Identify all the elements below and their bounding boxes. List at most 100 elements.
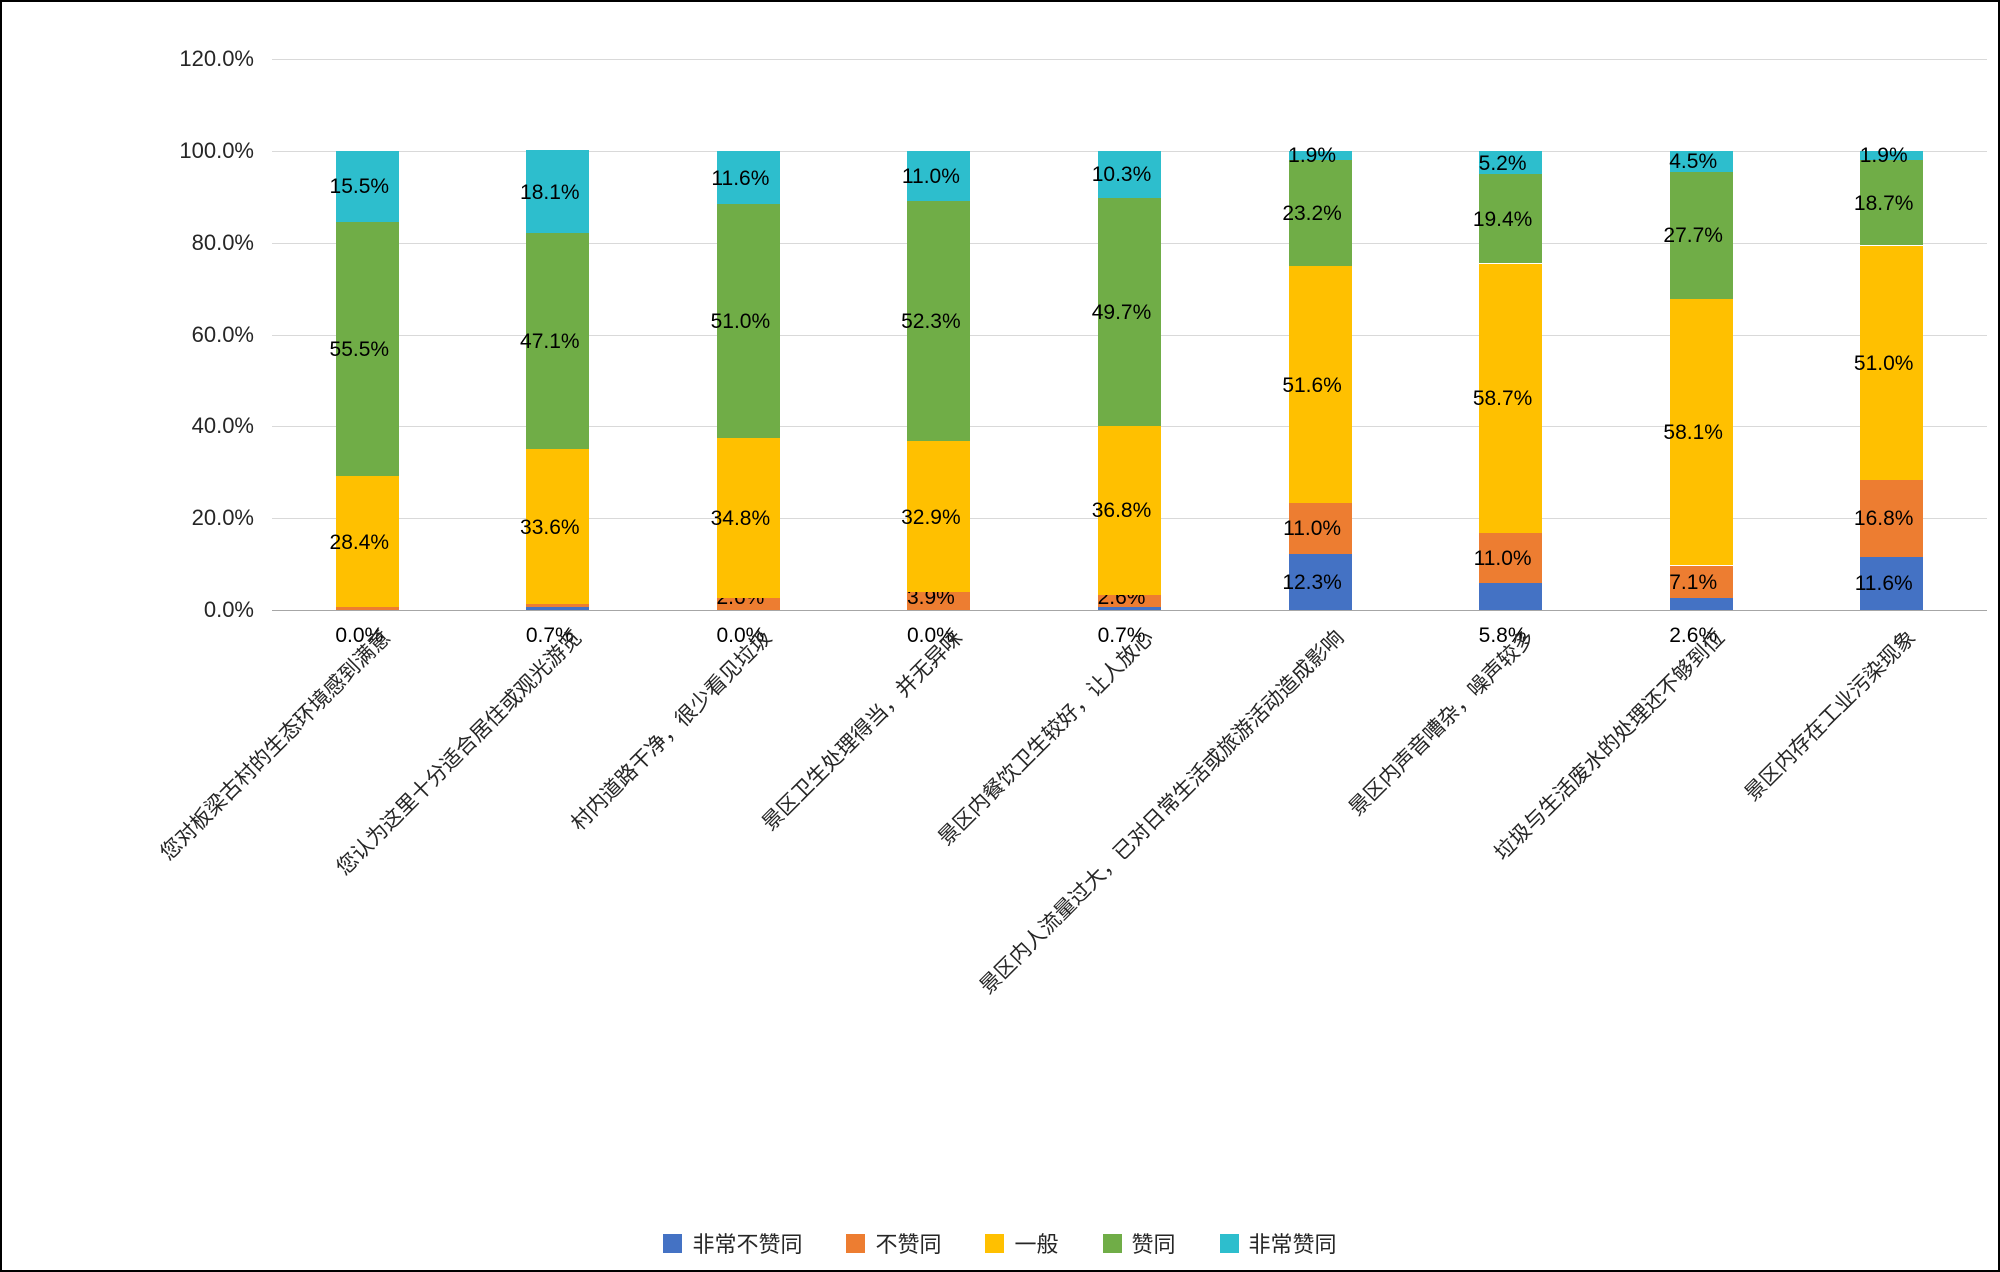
data-label: 0.7% [1097, 624, 1146, 647]
data-label: 11.6% [1854, 572, 1913, 596]
y-axis-label: 120.0% [179, 46, 254, 72]
legend: 非常不赞同 不赞同 一般 赞同 非常赞同 [2, 1227, 1998, 1259]
data-label: 27.7% [1663, 224, 1723, 248]
category-label: 您对板梁古村的生态环境感到满意 [156, 626, 396, 866]
bar-segment [1860, 245, 1924, 480]
data-label: 7.1% [1669, 570, 1718, 594]
data-label: 4.5% [1669, 150, 1718, 174]
bar-segment [1288, 503, 1352, 554]
bar-segment [907, 592, 971, 610]
legend-item-3: 一般 [985, 1227, 1059, 1259]
data-label: 10.3% [1091, 163, 1152, 187]
data-label: 15.5% [329, 175, 390, 199]
data-label: 52.3% [901, 310, 961, 334]
data-label: 51.6% [1282, 373, 1342, 397]
category-label: 景区卫生处理得当，并无异味 [757, 626, 968, 836]
legend-label: 非常赞同 [1248, 1232, 1337, 1257]
data-label: 19.4% [1472, 207, 1533, 231]
y-axis-label: 100.0% [179, 138, 254, 163]
bar-segment [1669, 298, 1733, 566]
bar-segment [907, 441, 971, 593]
legend-label: 不赞同 [875, 1232, 942, 1257]
y-axis-label: 20.0% [191, 505, 254, 531]
bar-segment [1860, 556, 1924, 610]
data-label: 58.7% [1472, 387, 1533, 411]
bar-segment [907, 150, 971, 201]
data-label: 0.7% [525, 624, 574, 647]
data-label: 11.6% [711, 166, 770, 190]
legend-item-1: 非常不赞同 [663, 1227, 802, 1259]
bar-segment [716, 151, 780, 205]
data-label: 18.1% [520, 180, 580, 204]
bar-segment [1479, 150, 1543, 175]
y-axis-label: 80.0% [191, 229, 254, 255]
bar-segment [1098, 197, 1161, 426]
data-label: 1.9% [1288, 144, 1337, 168]
bar-segment [1288, 159, 1352, 267]
data-label: 0.0% [335, 624, 384, 647]
legend-swatch-icon [846, 1233, 866, 1253]
bar-segment [526, 150, 590, 234]
bar-segment [526, 449, 590, 604]
data-label: 0.0% [716, 624, 765, 647]
bar-segment [1479, 263, 1543, 533]
bar-segment [526, 603, 590, 607]
data-label: 12.3% [1282, 570, 1342, 594]
bar-segment [716, 598, 780, 610]
legend-swatch-icon [1102, 1233, 1122, 1253]
bar-segment [1098, 594, 1161, 607]
data-label: 33.6% [520, 515, 580, 539]
data-label: 28.4% [329, 530, 390, 554]
data-label: 11.0% [1473, 547, 1532, 571]
bar-segment [335, 606, 399, 610]
data-label: 47.1% [520, 330, 580, 354]
data-label: 1.9% [1859, 144, 1908, 168]
legend-item-2: 不赞同 [846, 1227, 941, 1259]
bar-segment [1288, 553, 1352, 610]
y-axis-label: 60.0% [191, 321, 254, 347]
data-label: 36.8% [1091, 499, 1152, 523]
data-label: 49.7% [1091, 300, 1152, 324]
legend-item-4: 赞同 [1102, 1227, 1176, 1259]
legend-label: 赞同 [1131, 1232, 1176, 1257]
y-axis-label: 40.0% [191, 413, 254, 439]
x-axis-line [272, 610, 1987, 611]
bar-segment [1669, 151, 1733, 172]
bar-segment [335, 221, 399, 477]
data-label: 5.8% [1478, 624, 1527, 647]
bar-segment [1479, 174, 1543, 264]
bar-segment [1479, 532, 1543, 584]
bar-segment [1098, 606, 1161, 610]
data-label: 5.2% [1478, 151, 1527, 175]
category-label: 村内道路干净，很少看见垃圾 [567, 626, 777, 836]
data-label: 34.8% [710, 507, 771, 531]
data-label: 58.1% [1663, 421, 1723, 445]
legend-label: 非常不赞同 [692, 1232, 803, 1257]
bar-segment [335, 476, 399, 607]
data-label: 0.0% [906, 624, 955, 647]
bar-segment [716, 204, 780, 439]
bar-segment [1098, 150, 1161, 198]
category-label: 景区内存在工业污染现象 [1740, 626, 1920, 806]
bar-segment [1288, 266, 1352, 503]
data-label: 23.2% [1282, 202, 1342, 225]
category-label: 景区内声音嘈杂，噪声较多 [1344, 626, 1539, 821]
data-label: 51.0% [1853, 351, 1914, 375]
category-label: 垃圾与生活废水的处理还不够到位 [1490, 626, 1730, 866]
bar-segment [1860, 159, 1924, 246]
legend-label: 一般 [1014, 1232, 1059, 1257]
bar-segment [716, 438, 780, 598]
category-label: 景区内餐饮卫生较好，让人放心 [933, 626, 1158, 851]
data-label: 11.0% [1283, 517, 1342, 541]
bar-segment [526, 233, 590, 450]
bar-segment [1860, 151, 1924, 160]
bar-segment [1669, 598, 1733, 610]
data-label: 18.7% [1853, 191, 1914, 215]
bar-segment [1860, 479, 1924, 557]
bar-segment [1669, 171, 1733, 299]
bar-segment [1479, 583, 1543, 610]
gridline [272, 59, 1987, 61]
bar-segment [1669, 565, 1733, 599]
